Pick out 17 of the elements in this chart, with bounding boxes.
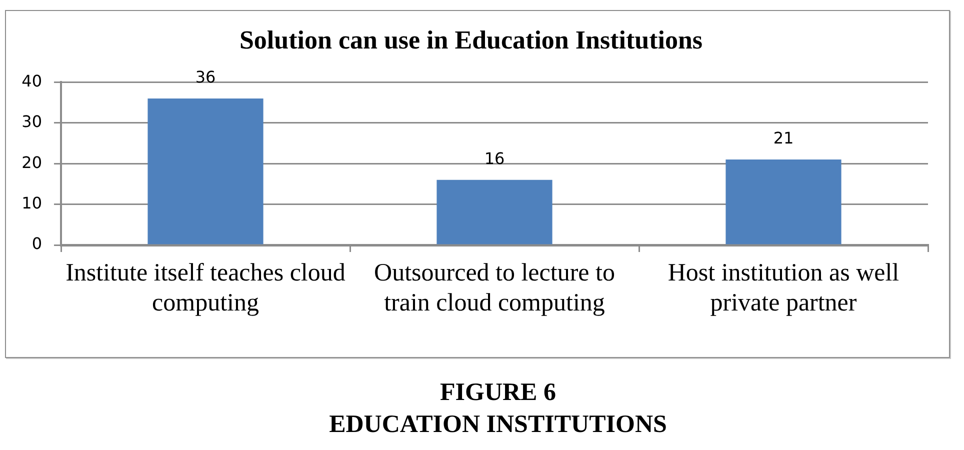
y-tick-label: 30 <box>22 112 42 132</box>
x-tick-label: Outsourced to lecture to train cloud computing <box>374 260 615 317</box>
y-tick-label: 10 <box>22 193 42 212</box>
data-label: 21 <box>773 128 794 148</box>
y-tick-label: 40 <box>22 71 42 90</box>
bar <box>726 160 842 244</box>
bar <box>436 180 552 244</box>
data-label: 16 <box>484 149 505 168</box>
chart-title: Solution can use in Education Institutions <box>239 25 703 54</box>
y-tick-label: 20 <box>22 152 42 172</box>
x-tick-label: Host institution as well private partner <box>668 260 900 317</box>
caption: FIGURE 6 <box>439 378 557 408</box>
y-tick-label: 0 <box>32 234 42 254</box>
bar <box>148 98 264 244</box>
x-tick-label: Institute itself teaches cloud computing <box>66 260 346 317</box>
data-label: 36 <box>195 68 216 87</box>
text: EDUCATION INSTITUTIONS <box>328 410 668 440</box>
